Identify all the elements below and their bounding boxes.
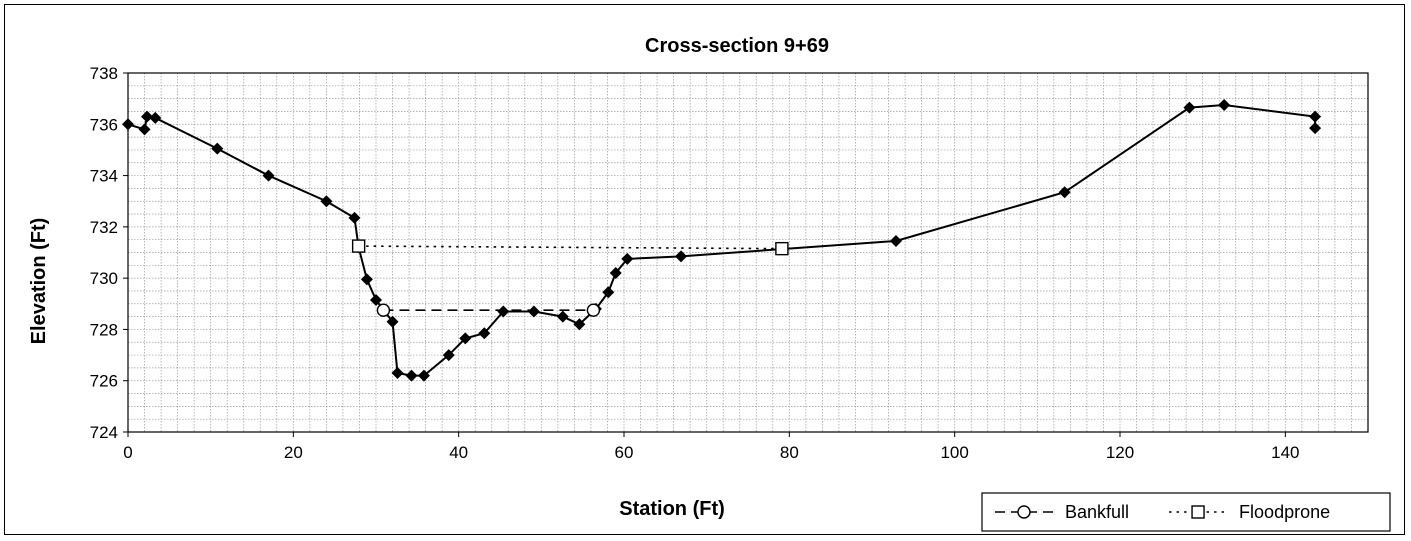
legend-marker-floodprone: [1191, 505, 1205, 519]
point-elevation: [1183, 101, 1196, 114]
chart-frame: [4, 4, 1405, 535]
x-tick-label: 120: [1106, 443, 1134, 462]
point-elevation: [478, 327, 491, 340]
y-tick-label: 732: [90, 218, 118, 237]
x-tick-label: 0: [123, 443, 132, 462]
point-elevation: [609, 267, 622, 280]
series-elevation: [122, 99, 1322, 382]
legend-label-bankfull: Bankfull: [1065, 502, 1129, 522]
point-elevation: [1309, 122, 1322, 135]
y-tick-label: 736: [90, 115, 118, 134]
point-elevation: [459, 332, 472, 345]
x-axis-title: Station (Ft): [619, 498, 725, 520]
point-elevation: [262, 169, 275, 182]
legend-marker-bankfull: [1017, 505, 1031, 519]
point-elevation: [1309, 110, 1322, 123]
point-elevation: [417, 369, 430, 382]
point-floodprone: [775, 241, 789, 256]
point-elevation: [527, 305, 540, 318]
point-floodprone: [351, 239, 366, 253]
legend: Bankfull Floodprone: [981, 492, 1391, 532]
point-elevation: [122, 118, 134, 131]
point-elevation: [1218, 99, 1231, 112]
point-elevation: [211, 142, 224, 155]
point-bankfull: [586, 303, 601, 317]
point-elevation: [675, 250, 688, 263]
y-tick-label: 728: [90, 320, 118, 339]
axis-ticks: 0 20 40 60 80 100 120 140 724 726 728 730 732 734 736 7…: [90, 64, 1300, 462]
point-elevation: [320, 195, 333, 208]
point-elevation: [141, 110, 154, 123]
point-elevation: [442, 349, 455, 362]
series-floodprone: [351, 239, 789, 256]
point-elevation: [889, 234, 902, 247]
plot-area: [127, 72, 1369, 433]
y-tick-label: 730: [90, 269, 118, 288]
point-elevation: [602, 286, 615, 299]
legend-item-bankfull: Bankfull: [995, 502, 1129, 522]
point-elevation: [556, 310, 569, 323]
x-tick-label: 80: [780, 443, 799, 462]
point-elevation: [391, 367, 404, 380]
chart-title: Cross-section 9+69: [645, 35, 829, 57]
point-elevation: [370, 293, 382, 306]
x-tick-label: 60: [615, 443, 634, 462]
legend-item-floodprone: Floodprone: [1169, 502, 1330, 522]
y-axis-title: Elevation (Ft): [28, 218, 50, 345]
x-tick-label: 100: [940, 443, 968, 462]
point-elevation: [497, 305, 510, 318]
point-elevation: [621, 252, 634, 265]
point-elevation: [1058, 186, 1071, 199]
point-elevation: [348, 211, 361, 224]
point-bankfull: [376, 303, 391, 317]
series-line-elevation: [127, 104, 1317, 377]
y-tick-label: 738: [90, 64, 118, 83]
y-tick-label: 724: [90, 423, 118, 442]
series-layer: [122, 99, 1322, 382]
series-line-floodprone: [358, 245, 782, 250]
point-elevation: [138, 123, 151, 136]
x-tick-label: 140: [1271, 443, 1299, 462]
point-elevation: [360, 273, 373, 286]
point-elevation: [573, 318, 586, 331]
point-elevation: [149, 111, 162, 124]
x-tick-label: 40: [449, 443, 468, 462]
x-tick-label: 20: [284, 443, 303, 462]
point-elevation: [386, 315, 399, 328]
point-elevation: [405, 369, 418, 382]
legend-label-floodprone: Floodprone: [1239, 502, 1330, 522]
series-bankfull: [376, 303, 601, 317]
y-tick-label: 734: [90, 167, 118, 186]
y-tick-label: 726: [90, 372, 118, 391]
